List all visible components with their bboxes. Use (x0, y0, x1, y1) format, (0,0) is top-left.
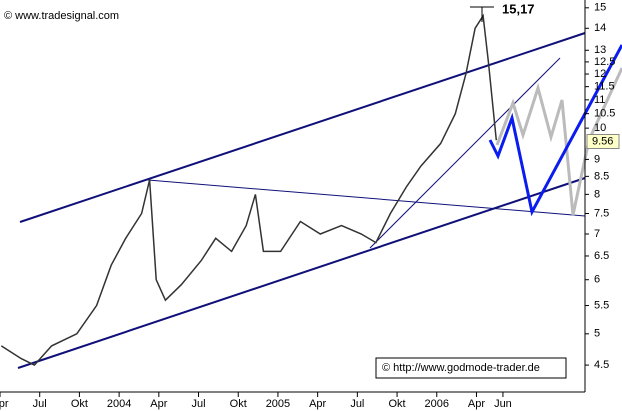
x-tick-label: Apr (309, 398, 326, 410)
y-tick-label: 6.5 (594, 250, 609, 262)
x-tick-label: Okt (388, 398, 405, 410)
y-tick-label: 14 (594, 22, 606, 34)
projection-blue (488, 44, 622, 217)
source-label: © www.tradesignal.com (4, 10, 119, 22)
x-tick-label: Jul (33, 398, 47, 410)
price-line (0, 13, 498, 367)
y-tick-label: 11.5 (594, 81, 615, 93)
x-tick-label: Apr (468, 398, 485, 410)
y-tick-label: 13 (594, 44, 606, 56)
y-tick-label: 10.5 (594, 108, 615, 120)
upper-channel (19, 32, 586, 223)
x-tick-label: Jul (350, 398, 364, 410)
y-tick-label: 6 (594, 274, 600, 286)
x-tick-label: Okt (71, 398, 88, 410)
projection-gray (495, 67, 622, 216)
credit-box (375, 357, 567, 379)
y-tick-label: 12 (594, 68, 606, 80)
peak-label: 15,17 (502, 1, 535, 16)
y-tick-label: 8.5 (594, 170, 609, 182)
y-tick-label: 4.5 (594, 359, 609, 371)
last-price-box (586, 133, 620, 149)
y-tick-label: 5.5 (594, 299, 609, 311)
y-tick-label: 9 (594, 153, 600, 165)
drawings (0, 0, 622, 393)
lower-channel (17, 177, 586, 369)
x-tick-label: Jun (494, 398, 512, 410)
x-tick-label: 2005 (266, 398, 290, 410)
x-tick-label: Apr (0, 398, 9, 410)
x-tick-label: 2004 (107, 398, 131, 410)
x-tick-label: Jul (191, 398, 205, 410)
y-tick-label: 12.5 (594, 56, 615, 68)
resistance-line (147, 179, 586, 217)
trend-line (369, 57, 561, 249)
x-tick-label: 2006 (425, 398, 449, 410)
y-tick-label: 15 (594, 2, 606, 14)
y-tick-label: 8 (594, 188, 600, 200)
x-tick-label: Apr (150, 398, 167, 410)
y-tick-label: 10 (594, 122, 606, 134)
y-tick-label: 11 (594, 94, 605, 106)
y-tick-label: 7 (594, 228, 600, 240)
credit-label: © http://www.godmode-trader.de (382, 362, 540, 374)
x-tick-label: Okt (230, 398, 247, 410)
y-tick-label: 7.5 (594, 207, 609, 219)
last-price-label: 9.56 (592, 135, 613, 147)
y-tick-label: 5 (594, 328, 600, 340)
